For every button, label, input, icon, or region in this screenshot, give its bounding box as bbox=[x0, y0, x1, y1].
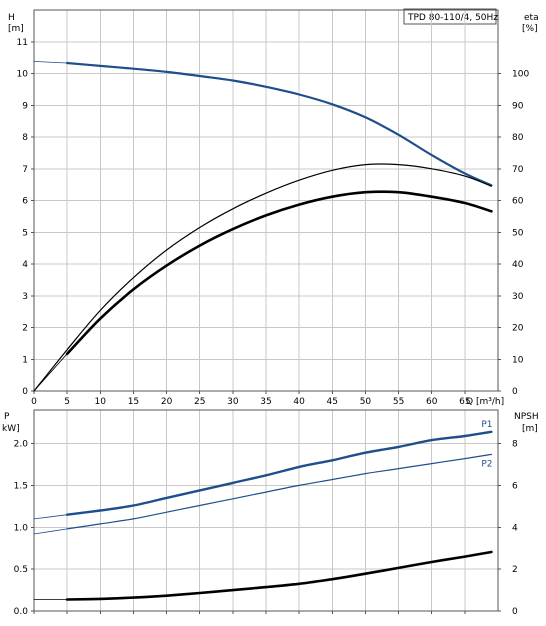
x-axis-tick-label: 45 bbox=[327, 397, 338, 407]
right-axis-tick-label: 6 bbox=[512, 481, 518, 491]
right-axis-tick-label: 0 bbox=[512, 607, 518, 617]
x-axis-tick-label: 50 bbox=[360, 397, 372, 407]
x-axis-tick-label: 30 bbox=[227, 397, 239, 407]
series-line bbox=[33, 528, 68, 535]
right-axis-tick-label: 10 bbox=[512, 355, 524, 365]
x-axis-tick-label: 55 bbox=[393, 397, 404, 407]
x-axis-tick-label: 5 bbox=[64, 397, 70, 407]
right-axis-tick-label: 50 bbox=[512, 228, 524, 238]
left-axis-tick-label: 0.5 bbox=[14, 565, 28, 575]
left-axis-tick-label: 2.0 bbox=[14, 440, 29, 450]
top-left-axis-label: H bbox=[8, 13, 15, 23]
x-axis-tick-label: 25 bbox=[194, 397, 205, 407]
left-axis-tick-label: 10 bbox=[17, 70, 29, 80]
series-line bbox=[33, 353, 68, 392]
right-axis-tick-label: 2 bbox=[512, 565, 518, 575]
series-line bbox=[33, 163, 492, 392]
series-line bbox=[66, 61, 493, 187]
right-axis-tick-label: 0 bbox=[512, 387, 518, 397]
series-line bbox=[33, 514, 68, 520]
series-label-p1: P1 bbox=[481, 420, 492, 430]
series-line bbox=[65, 550, 493, 601]
right-axis-tick-label: 60 bbox=[512, 197, 524, 207]
chart-title-box bbox=[403, 8, 497, 25]
series-label-p2: P2 bbox=[481, 459, 492, 469]
x-axis-tick-label: 65 bbox=[459, 397, 470, 407]
x-axis-tick-label: 20 bbox=[161, 397, 173, 407]
left-axis-tick-label: 7 bbox=[22, 165, 28, 175]
bottom-right-axis-label: NPSH bbox=[514, 412, 539, 422]
x-axis-tick-label: 0 bbox=[31, 397, 37, 407]
left-axis-tick-label: 2 bbox=[22, 324, 28, 334]
left-axis-tick-label: 1.5 bbox=[14, 481, 28, 491]
left-axis-tick-label: 11 bbox=[17, 38, 28, 48]
right-axis-tick-label: 30 bbox=[512, 292, 524, 302]
left-axis-tick-label: 9 bbox=[22, 101, 28, 111]
series-line bbox=[33, 61, 68, 64]
right-axis-tick-label: 40 bbox=[512, 260, 524, 270]
series-line bbox=[65, 190, 493, 356]
series-line-p1 bbox=[65, 430, 493, 516]
top-left-axis-unit: [m] bbox=[8, 24, 24, 34]
right-axis-tick-label: 100 bbox=[512, 70, 529, 80]
x-axis-tick-label: 40 bbox=[293, 397, 305, 407]
right-axis-tick-label: 70 bbox=[512, 165, 524, 175]
left-axis-tick-label: 5 bbox=[22, 228, 28, 238]
series-line-p2 bbox=[66, 453, 492, 530]
left-axis-tick-label: 8 bbox=[22, 133, 28, 143]
x-axis-tick-label: 10 bbox=[95, 397, 107, 407]
left-axis-tick-label: 3 bbox=[22, 292, 28, 302]
bottom-left-axis-unit: kW] bbox=[2, 424, 20, 434]
left-axis-tick-label: 6 bbox=[22, 197, 28, 207]
bottom-left-axis-label: P bbox=[4, 412, 10, 422]
left-axis-tick-label: 4 bbox=[22, 260, 28, 270]
x-axis-label: Q [m³/h] bbox=[466, 397, 504, 407]
chart-title: TPD 80-110/4, 50Hz bbox=[407, 13, 498, 23]
top-right-axis-label: eta bbox=[524, 13, 539, 23]
right-axis-tick-label: 8 bbox=[512, 440, 518, 450]
right-axis-tick-label: 90 bbox=[512, 101, 524, 111]
left-axis-tick-label: 1.0 bbox=[14, 523, 29, 533]
left-axis-tick-label: 0 bbox=[22, 387, 28, 397]
left-axis-tick-label: 1 bbox=[22, 355, 28, 365]
bottom-right-axis-unit: [m] bbox=[522, 424, 538, 434]
x-axis-tick-label: 60 bbox=[426, 397, 438, 407]
x-axis-tick-label: 15 bbox=[128, 397, 139, 407]
x-axis-tick-label: 35 bbox=[260, 397, 271, 407]
right-axis-tick-label: 20 bbox=[512, 324, 524, 334]
top-right-axis-unit: [%] bbox=[522, 24, 538, 34]
right-axis-tick-label: 4 bbox=[512, 523, 518, 533]
right-axis-tick-label: 80 bbox=[512, 133, 524, 143]
left-axis-tick-label: 0.0 bbox=[14, 607, 29, 617]
